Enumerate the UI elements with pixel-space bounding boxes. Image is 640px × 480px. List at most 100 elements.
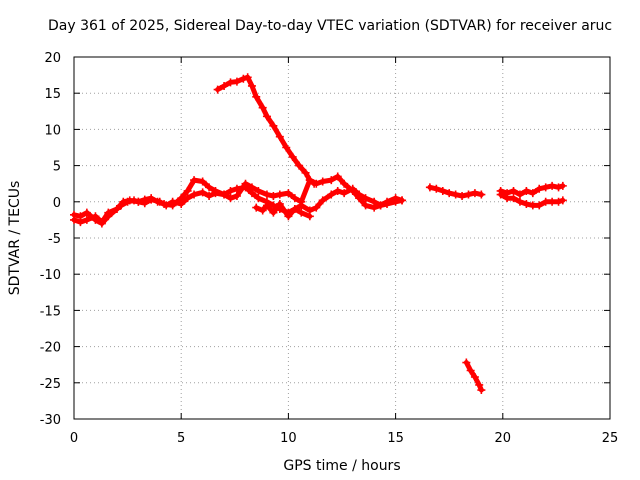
data-point — [205, 183, 214, 192]
y-tick-label: 15 — [44, 87, 61, 102]
x-tick-label: 20 — [495, 431, 512, 446]
data-point — [554, 197, 563, 206]
data-point — [147, 194, 156, 203]
x-tick-label: 25 — [602, 431, 619, 446]
data-point — [355, 194, 364, 203]
data-point — [284, 212, 293, 221]
data-point — [318, 177, 327, 186]
y-tick-label: 0 — [53, 196, 61, 211]
data-point — [262, 190, 271, 199]
data-point — [376, 201, 385, 210]
data-point — [535, 201, 544, 210]
data-point — [295, 161, 304, 170]
x-tick-label: 0 — [70, 431, 78, 446]
data-point — [541, 183, 550, 192]
data-point — [241, 179, 250, 188]
data-point — [226, 194, 235, 203]
data-point — [258, 103, 267, 112]
data-point — [282, 143, 291, 152]
y-tick-label: -30 — [40, 413, 61, 428]
data-point — [213, 85, 222, 94]
y-tick-label: 10 — [44, 123, 61, 138]
data-point — [252, 92, 261, 101]
data-point — [432, 184, 441, 193]
data-point — [515, 190, 524, 199]
series-track-e — [425, 183, 486, 201]
data-point — [82, 208, 91, 217]
data-point — [370, 203, 379, 212]
data-point — [340, 179, 349, 188]
x-tick-label: 10 — [280, 431, 297, 446]
data-point — [340, 189, 349, 198]
data-point — [458, 192, 467, 201]
data-point — [466, 366, 475, 375]
data-point — [297, 197, 306, 206]
data-point — [247, 183, 256, 192]
data-point — [535, 184, 544, 193]
y-tick-label: -15 — [40, 304, 61, 319]
x-tick-label: 15 — [387, 431, 404, 446]
data-point — [361, 201, 370, 210]
y-tick-label: -5 — [48, 232, 61, 247]
x-axis-label: GPS time / hours — [283, 458, 400, 474]
data-point — [275, 199, 284, 208]
data-point — [220, 81, 229, 90]
data-point — [160, 199, 169, 208]
data-point — [112, 205, 121, 214]
y-tick-label: -20 — [40, 341, 61, 356]
data-point — [226, 186, 235, 195]
data-point — [198, 177, 207, 186]
data-point — [310, 179, 319, 188]
data-point — [125, 196, 134, 205]
data-point — [327, 176, 336, 185]
data-point — [190, 190, 199, 199]
series-trail — [498, 192, 566, 208]
data-point — [190, 176, 199, 185]
data-point — [290, 205, 299, 214]
data-points — [70, 73, 567, 395]
data-point — [477, 190, 486, 199]
data-point — [528, 189, 537, 198]
data-point — [82, 215, 91, 224]
y-tick-label: -10 — [40, 268, 61, 283]
grid — [74, 57, 610, 419]
data-point — [558, 181, 567, 190]
series-track-b — [70, 172, 407, 228]
data-point — [554, 183, 563, 192]
data-point — [509, 194, 518, 203]
data-point — [275, 132, 284, 141]
data-point — [297, 208, 306, 217]
data-point — [451, 190, 460, 199]
data-point — [470, 189, 479, 198]
data-point — [301, 168, 310, 177]
series-track-h — [496, 181, 567, 199]
data-point — [275, 190, 284, 199]
data-point — [177, 194, 186, 203]
data-point — [312, 203, 321, 212]
data-point — [243, 73, 252, 82]
axis-ticks: 0 5 10 15 20 25 -30 -25 -20 -15 -10 -5 0 5 10 15 20 — [40, 51, 619, 446]
data-point — [425, 183, 434, 192]
data-point — [327, 190, 336, 199]
data-point — [438, 186, 447, 195]
data-point — [119, 197, 128, 206]
data-point — [558, 196, 567, 205]
data-point — [153, 197, 162, 206]
data-point — [254, 194, 263, 203]
data-point — [290, 194, 299, 203]
data-point — [220, 190, 229, 199]
data-point — [348, 186, 357, 195]
series-track-d — [213, 73, 319, 188]
data-point — [269, 192, 278, 201]
data-point — [391, 194, 400, 203]
data-point — [464, 190, 473, 199]
data-point — [503, 189, 512, 198]
data-point — [509, 186, 518, 195]
data-point — [284, 189, 293, 198]
data-point — [475, 380, 484, 389]
data-point — [318, 196, 327, 205]
data-point — [496, 186, 505, 195]
data-point — [262, 201, 271, 210]
data-point — [477, 386, 486, 395]
